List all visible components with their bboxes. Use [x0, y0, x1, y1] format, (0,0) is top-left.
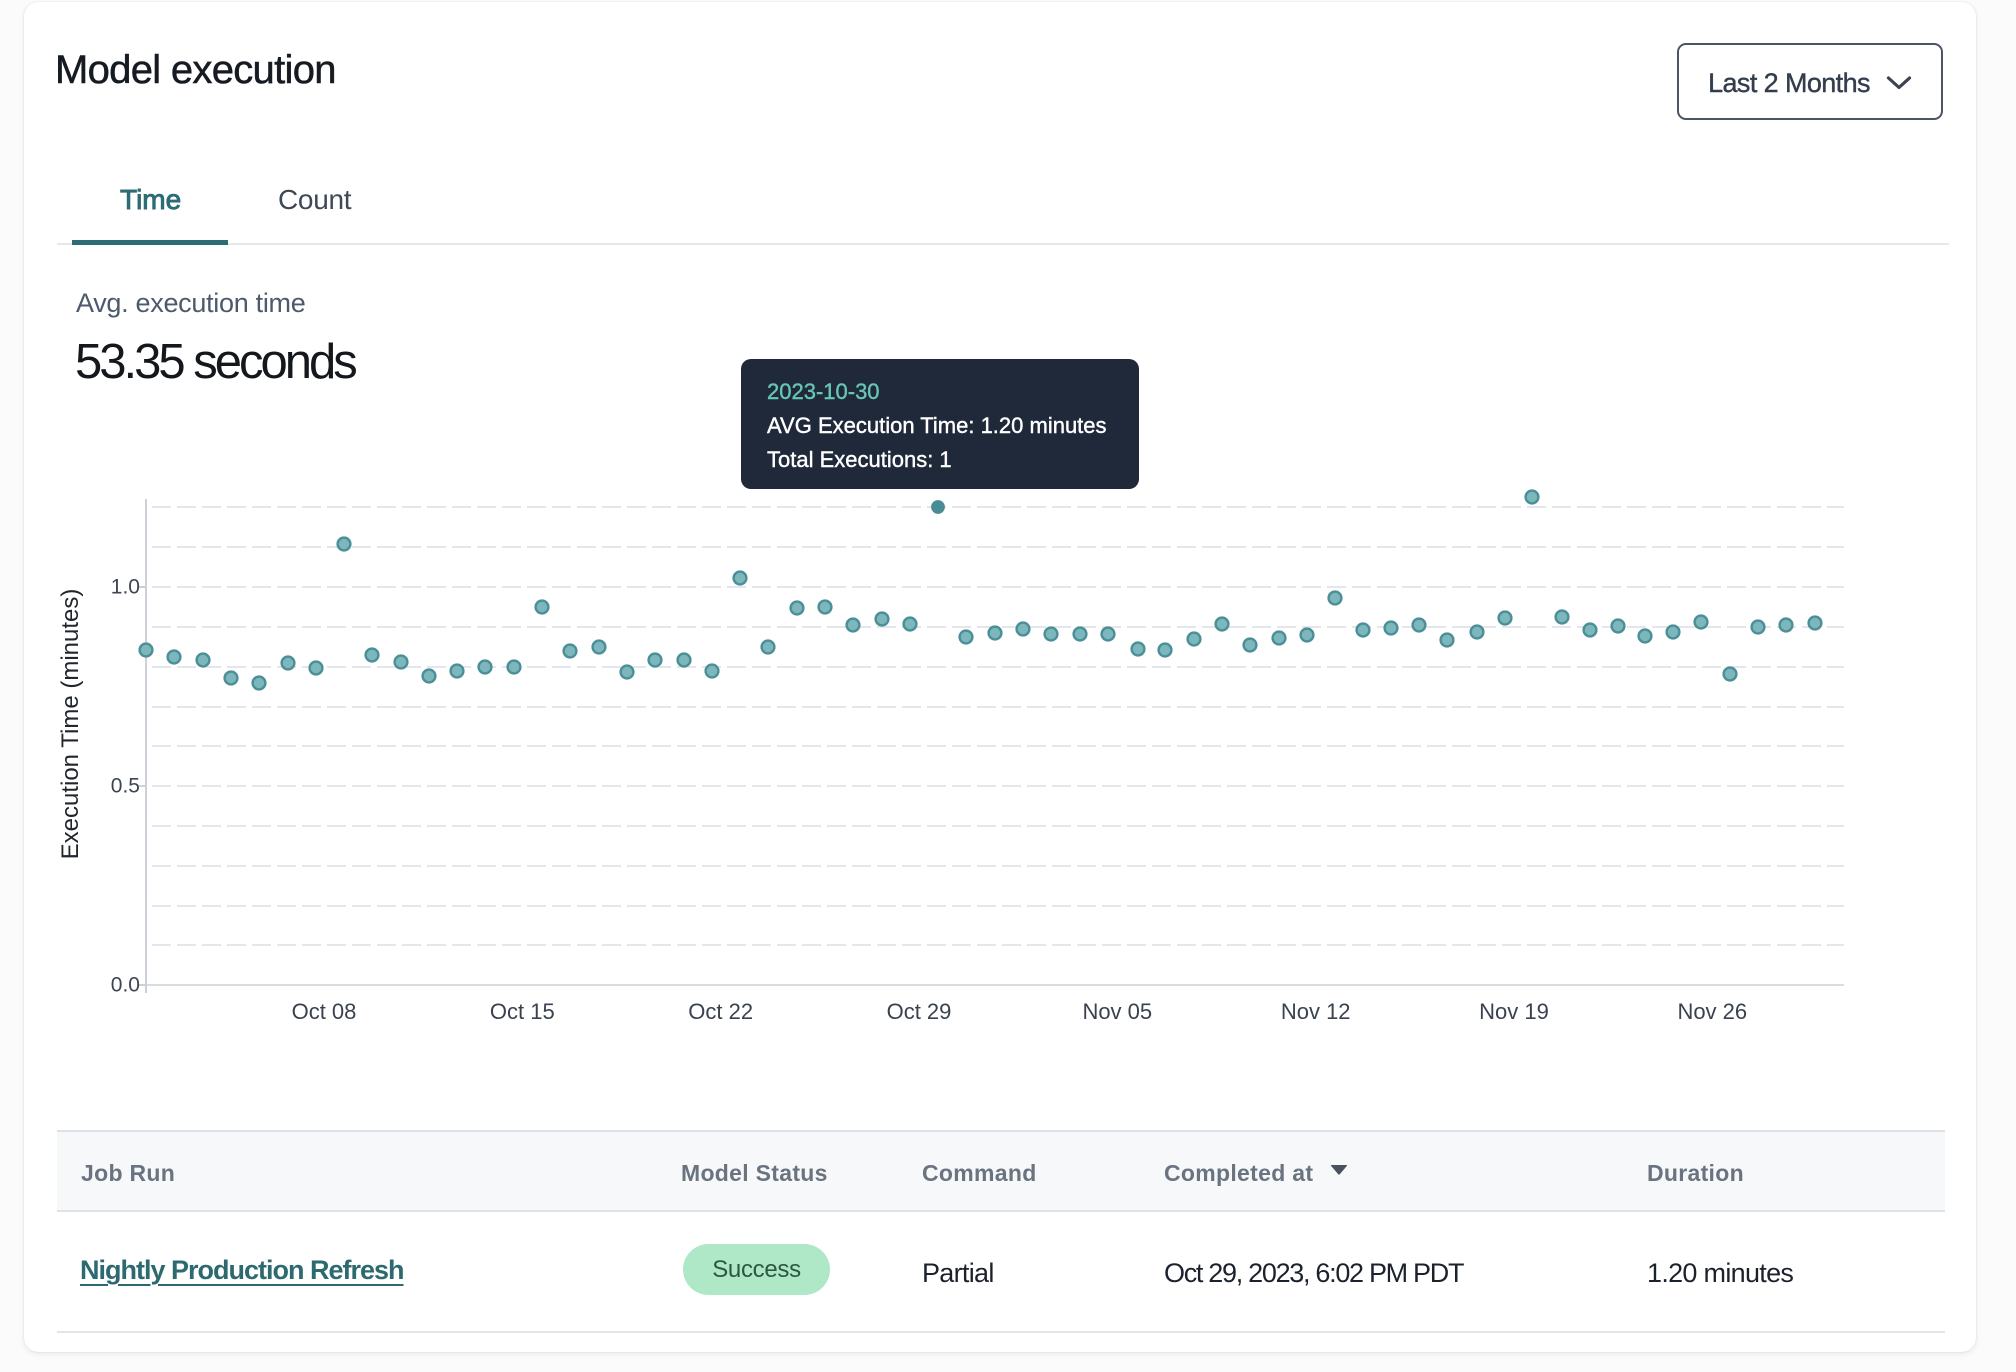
svg-text:0.0: 0.0 [111, 973, 140, 996]
svg-text:Execution Time (minutes): Execution Time (minutes) [57, 589, 84, 860]
svg-text:Nov 12: Nov 12 [1281, 999, 1351, 1024]
svg-text:0.5: 0.5 [111, 774, 140, 797]
svg-text:Oct 15: Oct 15 [490, 999, 555, 1024]
svg-text:Oct 29: Oct 29 [887, 999, 952, 1024]
svg-text:1.0: 1.0 [111, 575, 140, 598]
svg-text:Nov 26: Nov 26 [1677, 999, 1747, 1024]
svg-text:Nov 05: Nov 05 [1082, 999, 1152, 1024]
svg-text:Oct 22: Oct 22 [688, 999, 753, 1024]
svg-text:Oct 08: Oct 08 [292, 999, 357, 1024]
svg-text:Nov 19: Nov 19 [1479, 999, 1549, 1024]
